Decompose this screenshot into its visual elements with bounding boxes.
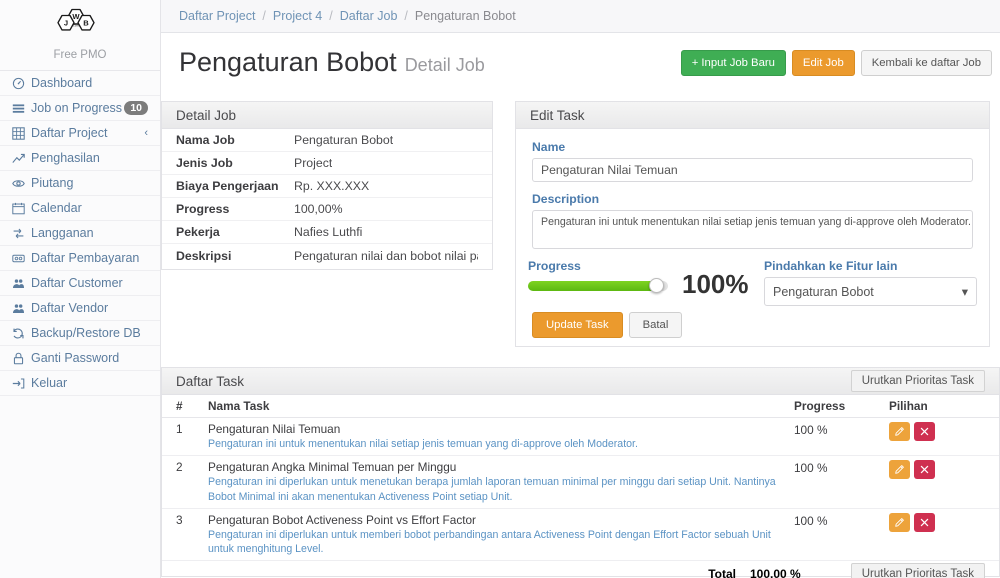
svg-text:W: W — [72, 12, 80, 21]
svg-text:J: J — [64, 19, 68, 28]
svg-text:.com: .com — [72, 23, 80, 27]
svg-text:B: B — [83, 19, 89, 28]
